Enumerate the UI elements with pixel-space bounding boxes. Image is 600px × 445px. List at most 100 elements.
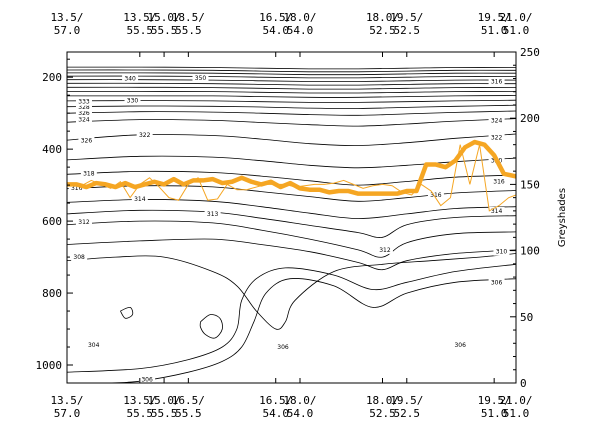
isentrope-330 — [67, 99, 516, 103]
right-tick-label: 200 — [520, 112, 540, 125]
contour-label-bg — [131, 194, 148, 203]
top-label-line2: 52.5 — [369, 24, 396, 37]
bottom-label-line2: 54.0 — [262, 407, 289, 420]
bottom-label-line1: 16.5/ — [259, 394, 292, 407]
contour-label: 314 — [134, 196, 146, 203]
isentrope-313 — [67, 209, 516, 238]
isentrope-328 — [67, 104, 516, 109]
top-label-line2: 51.0 — [481, 24, 508, 37]
bottom-label-line2: 51.0 — [481, 407, 508, 420]
isentrope-346 — [67, 69, 516, 73]
contour-label-bg — [488, 133, 505, 142]
isentrope-332 — [67, 95, 516, 98]
top-label-line2: 55.5 — [151, 24, 178, 37]
contour-label-bg — [376, 245, 393, 254]
contour-label: 312 — [379, 247, 391, 254]
isentrope-326 — [67, 110, 516, 116]
bottom-label-line1: 18.0/ — [366, 394, 399, 407]
top-label-line1: 21.0/ — [499, 11, 532, 24]
top-label-line2: 52.5 — [394, 24, 421, 37]
contour-label-bg — [80, 169, 97, 178]
contour-label: 316 — [491, 79, 503, 86]
isentrope-342 — [67, 75, 516, 79]
bottom-label-line2: 52.5 — [394, 407, 421, 420]
contour-label-bg — [71, 253, 88, 262]
right-axis: 0 50 100 150 200 250 — [510, 46, 540, 390]
isentrope-308 — [67, 253, 516, 330]
top-label-line2: 51.0 — [503, 24, 530, 37]
isentrope-310 — [67, 238, 516, 271]
isentrope-344 — [67, 72, 516, 76]
top-label-line1: 15.0/ — [148, 11, 181, 24]
contour-label-bg — [488, 116, 505, 125]
isentrope-350 — [67, 66, 516, 70]
bottom-label-line1: 15.0/ — [148, 394, 181, 407]
isentrope-318 — [67, 170, 516, 186]
top-label-line1: 18.5/ — [172, 11, 205, 24]
isentrope-304 — [67, 263, 516, 373]
contour-label-bg — [139, 375, 156, 384]
contour-label-bg — [275, 343, 292, 352]
top-label-line1: 19.5/ — [478, 11, 511, 24]
right-tick-label: 100 — [520, 245, 540, 258]
bottom-label-line2: 51.0 — [503, 407, 530, 420]
isentrope-340 — [67, 79, 516, 82]
contour-label: 314 — [491, 208, 503, 215]
right-tick-label: 150 — [520, 178, 540, 191]
contour-label-bg — [488, 207, 505, 216]
bottom-label-line2: 54.0 — [287, 407, 314, 420]
contour-label: 316 — [493, 179, 505, 186]
contour-label: 306 — [491, 279, 503, 286]
contour-label: 328 — [78, 104, 90, 111]
contour-label-bg — [75, 97, 92, 106]
contour-label: 340 — [124, 76, 136, 83]
isentrope-338 — [67, 82, 516, 86]
plot-frame — [66, 51, 517, 384]
contour-label-bg — [452, 341, 469, 350]
top-label-line1: 19.5/ — [390, 11, 423, 24]
contour-label-bg — [493, 247, 510, 256]
contour-label-bg — [488, 278, 505, 287]
top-label-line2: 54.0 — [287, 24, 314, 37]
right-tick-label: 0 — [520, 377, 527, 390]
closed-contour-1 — [199, 314, 223, 339]
contour-label: 333 — [78, 99, 90, 106]
top-label-line2: 54.0 — [262, 24, 289, 37]
top-label-line1: 13.5/ — [123, 11, 156, 24]
bottom-axis: 13.5/57.013.5/55.515.0/55.516.5/55.516.5… — [50, 378, 533, 420]
left-axis: 200 400 600 800 1000 — [36, 58, 73, 384]
bottom-label-line1: 13.5/ — [123, 394, 156, 407]
bottom-label-line2: 55.5 — [127, 407, 154, 420]
contour-label: 306 — [454, 342, 466, 349]
contour-label-bg — [124, 96, 141, 105]
left-tick-label: 400 — [42, 143, 62, 156]
top-label-line2: 55.5 — [127, 24, 154, 37]
right-tick-label: 250 — [520, 46, 540, 59]
top-label-line2: 55.5 — [175, 24, 202, 37]
top-label-line1: 16.5/ — [259, 11, 292, 24]
top-axis: 13.5/57.013.5/55.515.0/55.518.5/55.516.5… — [50, 11, 533, 57]
isentrope-layer — [67, 66, 516, 383]
bottom-label-line2: 52.5 — [369, 407, 396, 420]
contour-label: 310 — [496, 249, 508, 256]
isentrope-306 — [105, 278, 516, 383]
greyshade-series-layer — [67, 139, 516, 212]
bottom-label-line1: 19.5/ — [478, 394, 511, 407]
contour-label: 322 — [491, 135, 503, 142]
top-label-line2: 57.0 — [54, 24, 81, 37]
isentrope-336 — [67, 86, 516, 90]
contour-label: 326 — [81, 138, 93, 145]
contour-label-bg — [122, 74, 139, 83]
isentrope-334 — [67, 91, 516, 94]
contour-label: 350 — [195, 75, 207, 82]
contour-label-bg — [85, 341, 102, 350]
contour-label-bg — [427, 191, 444, 200]
bottom-label-line1: 18.0/ — [283, 394, 316, 407]
top-label-line1: 18.0/ — [283, 11, 316, 24]
contour-label-bg — [75, 115, 92, 124]
contour-label-bg — [488, 77, 505, 86]
bottom-label-line1: 13.5/ — [50, 394, 83, 407]
contour-label: 318 — [83, 171, 95, 178]
isentrope-314 — [67, 199, 516, 220]
